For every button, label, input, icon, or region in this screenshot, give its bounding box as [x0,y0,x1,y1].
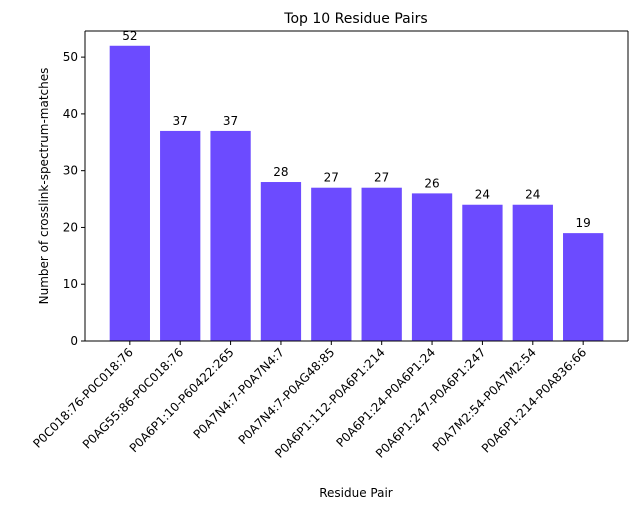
bar [411,193,453,341]
bar [361,187,402,341]
value-label: 26 [424,176,439,190]
x-tick-label: P0A6P1:214-P0A836:66 [479,345,589,455]
y-tick-label: 30 [63,164,78,178]
x-tick-label: P0C018:76-P0C018:76 [30,345,136,451]
x-tick-label: P0A7N4:7-P0AG48:85 [236,345,338,447]
bar [311,187,352,341]
value-label: 19 [576,216,591,230]
bar [462,204,503,341]
y-tick-label: 40 [63,107,78,121]
y-tick-label: 20 [63,220,78,234]
value-label: 37 [223,114,238,128]
chart-title: Top 10 Residue Pairs [283,11,427,27]
value-label: 28 [273,165,288,179]
x-tick-label: P0A7M2:54-P0A7M2:54 [430,345,539,454]
value-label: 52 [122,29,137,43]
bar [512,204,553,341]
value-label: 24 [525,188,540,202]
y-tick-label: 50 [63,50,78,64]
y-axis-label: Number of crosslink-spectrum-matches [37,68,51,305]
x-axis-label: Residue Pair [319,486,393,500]
value-label: 27 [374,171,389,185]
bar [160,130,201,341]
bar [260,182,302,341]
x-tick-label: P0A6P1:10-P60422:265 [127,345,237,455]
x-tick-label: P0A6P1:24-P0A6P1:24 [333,345,438,450]
bar [109,45,150,342]
bar [210,130,251,341]
value-label: 27 [324,171,339,185]
x-tick-label: P0A7N4:7-P0A7N4:7 [191,345,287,441]
y-tick-label: 0 [70,334,78,348]
y-tick-label: 10 [63,277,78,291]
bar [563,233,604,341]
value-label: 37 [173,114,188,128]
x-tick-label: P0AG55:86-P0C018:76 [80,345,186,451]
value-label: 24 [475,188,490,202]
